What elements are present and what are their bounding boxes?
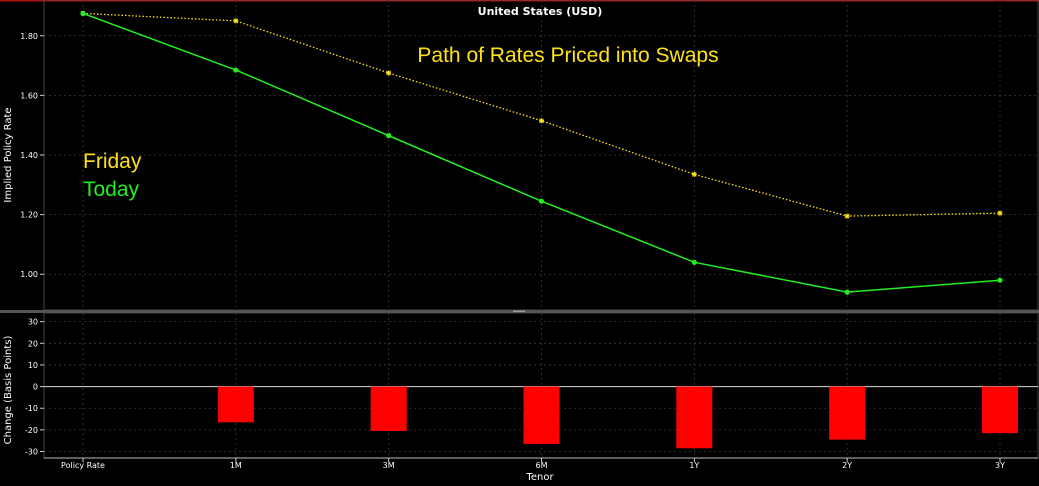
- point-today-1y: [691, 259, 697, 265]
- point-friday-1m: [233, 18, 239, 24]
- chart-title: United States (USD): [478, 5, 603, 18]
- panel-splitter-handle[interactable]: [513, 310, 525, 313]
- x-tick-label-policy-rate: Policy Rate: [61, 461, 105, 470]
- bottom-y-tick-label-30: -30: [25, 448, 38, 457]
- point-friday-1y: [691, 171, 697, 177]
- x-tick-label-1y: 1Y: [689, 461, 699, 470]
- bottom-panel: 30 20 10 0 -10 -20 -30 Change (Basis Points): [3, 312, 1039, 459]
- star-stroke: [997, 210, 1003, 216]
- point-today-1m: [233, 67, 239, 73]
- x-tick-label-3m: 3M: [383, 461, 395, 470]
- bottom-y-axis-title: Change (Basis Points): [3, 336, 14, 445]
- top-y-tick-label-1-80: 1.80: [20, 32, 38, 41]
- bar-1m: [217, 386, 254, 423]
- bottom-y-tick-label-10: -10: [25, 404, 38, 413]
- point-friday-2y: [844, 213, 850, 219]
- point-today-3m: [386, 133, 392, 139]
- bar-3m: [370, 386, 407, 431]
- bar-1y: [676, 386, 713, 449]
- x-tick-label-1m: 1M: [230, 461, 242, 470]
- star-stroke: [844, 213, 850, 219]
- point-friday-3m: [386, 70, 392, 76]
- x-tick-label-6m: 6M: [536, 461, 548, 470]
- point-friday-3y: [997, 210, 1003, 216]
- bottom-y-tick-label-20: -20: [25, 426, 38, 435]
- x-tick-label-2y: 2Y: [842, 461, 852, 470]
- bar-3y: [982, 386, 1018, 434]
- top-series-group: [80, 10, 1003, 295]
- top-y-tick-label-1-00: 1.00: [20, 270, 38, 279]
- bottom-y-tick-label-10: 10: [28, 361, 38, 370]
- star-stroke: [386, 70, 392, 76]
- chart-annotation: Path of Rates Priced into Swaps: [417, 44, 718, 67]
- top-y-axis-title: Implied Policy Rate: [3, 107, 14, 202]
- top-y-axis: 1.00 1.20 1.40 1.60 1.80: [20, 32, 44, 279]
- point-today-3y: [997, 277, 1003, 283]
- bottom-y-tick-label-20: 20: [28, 339, 38, 348]
- bottom-y-axis: 30 20 10 0 -10 -20 -30: [25, 318, 44, 457]
- x-tick-label-3y: 3Y: [995, 461, 1005, 470]
- top-grid: [44, 0, 1038, 310]
- star-stroke: [691, 172, 697, 177]
- legend-friday: Friday: [83, 150, 142, 173]
- x-axis: Policy Rate 1M 3M 6M 1Y 2Y 3Y: [44, 457, 1038, 470]
- top-y-tick-label-1-40: 1.40: [20, 151, 38, 160]
- point-friday-6m: [539, 118, 544, 124]
- legend-today: Today: [83, 178, 140, 201]
- x-axis-title: Tenor: [525, 472, 554, 483]
- bar-6m: [523, 386, 560, 444]
- point-today-6m: [538, 198, 545, 204]
- top-y-tick-label-1-20: 1.20: [20, 211, 38, 220]
- top-panel: 1.00 1.20 1.40 1.60 1.80 Implied Policy Rate…: [3, 0, 1039, 311]
- bar-2y: [829, 386, 866, 440]
- point-today-2y: [844, 289, 850, 295]
- star-stroke: [539, 118, 544, 124]
- bottom-y-tick-label-0: 0: [33, 383, 38, 392]
- star-stroke: [233, 18, 239, 24]
- top-border: [0, 0, 1039, 2]
- bottom-y-tick-label-30: 30: [28, 318, 38, 327]
- bottom-bars-group: [217, 386, 1018, 449]
- point-today-policy-rate: [80, 10, 86, 17]
- top-y-tick-label-1-60: 1.60: [20, 91, 38, 100]
